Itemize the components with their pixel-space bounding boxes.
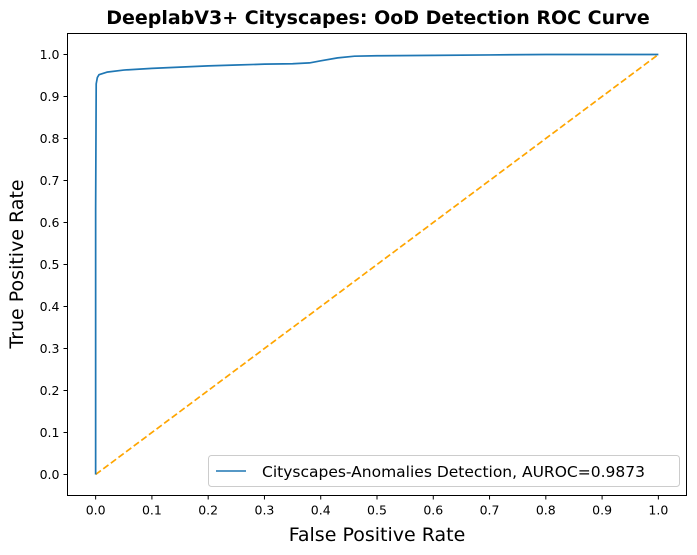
y-tick-label: 0.1 <box>40 425 60 440</box>
x-tick-label: 0.9 <box>592 503 612 518</box>
x-tick-label: 0.3 <box>255 503 275 518</box>
x-tick-label: 0.1 <box>142 503 162 518</box>
y-tick-label: 0.6 <box>40 215 60 230</box>
x-axis-label: False Positive Rate <box>289 524 466 546</box>
y-tick-label: 0.8 <box>40 131 60 146</box>
chart-title: DeeplabV3+ Cityscapes: OoD Detection ROC… <box>106 7 650 29</box>
y-tick-label: 0.2 <box>40 383 60 398</box>
x-axis: 0.0 0.1 0.2 0.3 0.4 0.5 0.6 0.7 0.8 0.9 1.0 <box>86 495 668 518</box>
y-tick-label: 0.4 <box>40 299 60 314</box>
x-tick-label: 0.4 <box>311 503 331 518</box>
x-tick-label: 0.2 <box>198 503 218 518</box>
legend-box <box>208 455 680 487</box>
x-tick-label: 1.0 <box>648 503 668 518</box>
y-tick-label: 0.3 <box>40 341 60 356</box>
x-tick-label: 0.6 <box>423 503 443 518</box>
x-tick-label: 0.8 <box>536 503 556 518</box>
legend: Cityscapes-Anomalies Detection, AUROC=0.… <box>208 455 680 487</box>
y-tick-label: 0.0 <box>40 467 60 482</box>
y-tick-label: 0.5 <box>40 257 60 272</box>
legend-label: Cityscapes-Anomalies Detection, AUROC=0.… <box>262 463 645 481</box>
plot-area <box>94 53 659 476</box>
y-axis: 0.0 0.1 0.2 0.3 0.4 0.5 0.6 0.7 0.8 0.9 1.0 <box>40 47 68 482</box>
y-tick-label: 0.9 <box>40 89 60 104</box>
roc-curve-line <box>94 53 659 475</box>
y-axis-label: True Positive Rate <box>6 179 28 349</box>
y-tick-label: 0.7 <box>40 173 60 188</box>
x-tick-label: 0.7 <box>480 503 500 518</box>
y-tick-label: 1.0 <box>40 47 60 62</box>
x-tick-label: 0.5 <box>367 503 387 518</box>
chance-diagonal-line <box>95 53 659 476</box>
x-tick-label: 0.0 <box>86 503 106 518</box>
